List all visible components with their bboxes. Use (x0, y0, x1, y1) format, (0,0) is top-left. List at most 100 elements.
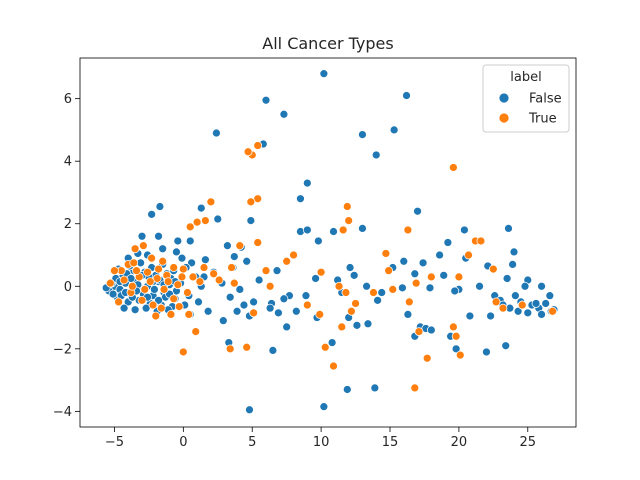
point-true-67 (191, 327, 201, 336)
point-true-8 (344, 216, 354, 225)
point-true-84 (119, 275, 129, 285)
point-true-42 (426, 272, 436, 282)
point-false-179 (172, 247, 181, 257)
point-true-24 (316, 267, 326, 277)
point-true-49 (498, 303, 508, 313)
x-tick-label: 25 (520, 435, 537, 450)
point-true-88 (151, 311, 161, 321)
point-false-4 (389, 125, 399, 135)
point-true-89 (174, 302, 184, 311)
point-true-58 (337, 322, 347, 332)
point-false-106 (225, 292, 235, 302)
point-true-3 (449, 163, 458, 172)
point-true-1 (243, 147, 253, 157)
point-true-57 (315, 310, 325, 319)
point-false-99 (239, 300, 249, 310)
point-false-64 (513, 306, 523, 316)
point-false-6 (212, 128, 221, 138)
point-false-9 (302, 178, 312, 188)
point-true-12 (338, 225, 348, 235)
point-false-10 (413, 206, 422, 216)
point-false-102 (249, 297, 258, 307)
point-false-45 (508, 260, 517, 269)
point-false-8 (371, 150, 381, 160)
point-true-78 (143, 267, 152, 277)
point-true-35 (209, 269, 219, 279)
legend-label-true: True (528, 112, 557, 127)
point-false-94 (291, 306, 301, 316)
point-true-72 (137, 295, 147, 305)
point-false-14 (155, 202, 165, 211)
point-false-15 (147, 209, 157, 219)
point-false-20 (329, 227, 338, 236)
point-false-12 (213, 214, 223, 224)
point-true-61 (410, 383, 420, 393)
y-tick-label: −2 (53, 342, 72, 357)
point-true-37 (334, 281, 344, 291)
point-true-43 (454, 272, 464, 282)
point-false-86 (319, 402, 329, 412)
point-true-55 (451, 331, 461, 341)
point-true-40 (351, 299, 360, 308)
point-true-66 (178, 347, 188, 357)
point-false-183 (194, 297, 203, 307)
point-false-84 (342, 385, 352, 394)
point-true-64 (242, 342, 252, 352)
point-true-63 (369, 288, 378, 297)
point-true-85 (140, 285, 150, 294)
point-true-59 (329, 361, 338, 371)
point-true-86 (156, 303, 166, 313)
point-true-82 (183, 288, 192, 297)
points-layer (101, 69, 559, 415)
point-true-38 (341, 288, 351, 297)
point-true-20 (464, 250, 473, 260)
point-true-62 (347, 306, 356, 316)
point-false-98 (274, 308, 283, 318)
point-false-33 (435, 250, 444, 260)
x-tick-label: 5 (248, 435, 256, 450)
point-false-125 (265, 303, 275, 313)
point-true-32 (169, 263, 179, 272)
point-true-90 (184, 310, 194, 319)
point-false-47 (537, 281, 546, 291)
point-true-36 (214, 275, 224, 285)
point-true-11 (185, 222, 195, 232)
point-true-98 (127, 281, 137, 291)
point-false-117 (177, 253, 187, 263)
point-true-76 (114, 297, 123, 307)
point-true-29 (129, 258, 139, 268)
point-true-39 (302, 300, 312, 310)
point-true-25 (261, 266, 271, 276)
point-false-92 (352, 320, 362, 330)
x-tick-label: 20 (451, 435, 468, 450)
point-true-83 (188, 272, 198, 282)
point-false-114 (242, 256, 252, 266)
point-true-15 (476, 236, 486, 246)
point-false-52 (398, 283, 407, 293)
point-true-26 (227, 263, 236, 272)
point-false-79 (426, 325, 436, 335)
point-false-19 (302, 225, 312, 235)
point-false-2 (261, 95, 271, 105)
point-true-18 (235, 241, 245, 251)
point-true-19 (253, 238, 263, 247)
point-true-5 (246, 197, 256, 207)
point-true-2 (253, 141, 263, 150)
point-true-13 (403, 225, 413, 235)
point-true-56 (455, 350, 465, 360)
point-true-94 (145, 277, 155, 286)
point-false-16 (196, 203, 206, 213)
point-true-34 (110, 266, 119, 276)
point-true-91 (195, 277, 205, 286)
point-true-68 (249, 308, 258, 318)
axes-frame (79, 57, 577, 428)
axes-layer: −5 0 5 10 15 20 25 −4 −2 0 2 4 6 (53, 57, 577, 450)
point-false-26 (137, 231, 147, 241)
point-false-81 (451, 344, 461, 354)
point-false-85 (370, 383, 380, 393)
point-false-124 (254, 275, 264, 285)
point-false-27 (154, 231, 163, 241)
point-true-30 (147, 253, 157, 263)
legend-marker-false (498, 92, 510, 104)
point-false-28 (223, 241, 232, 251)
